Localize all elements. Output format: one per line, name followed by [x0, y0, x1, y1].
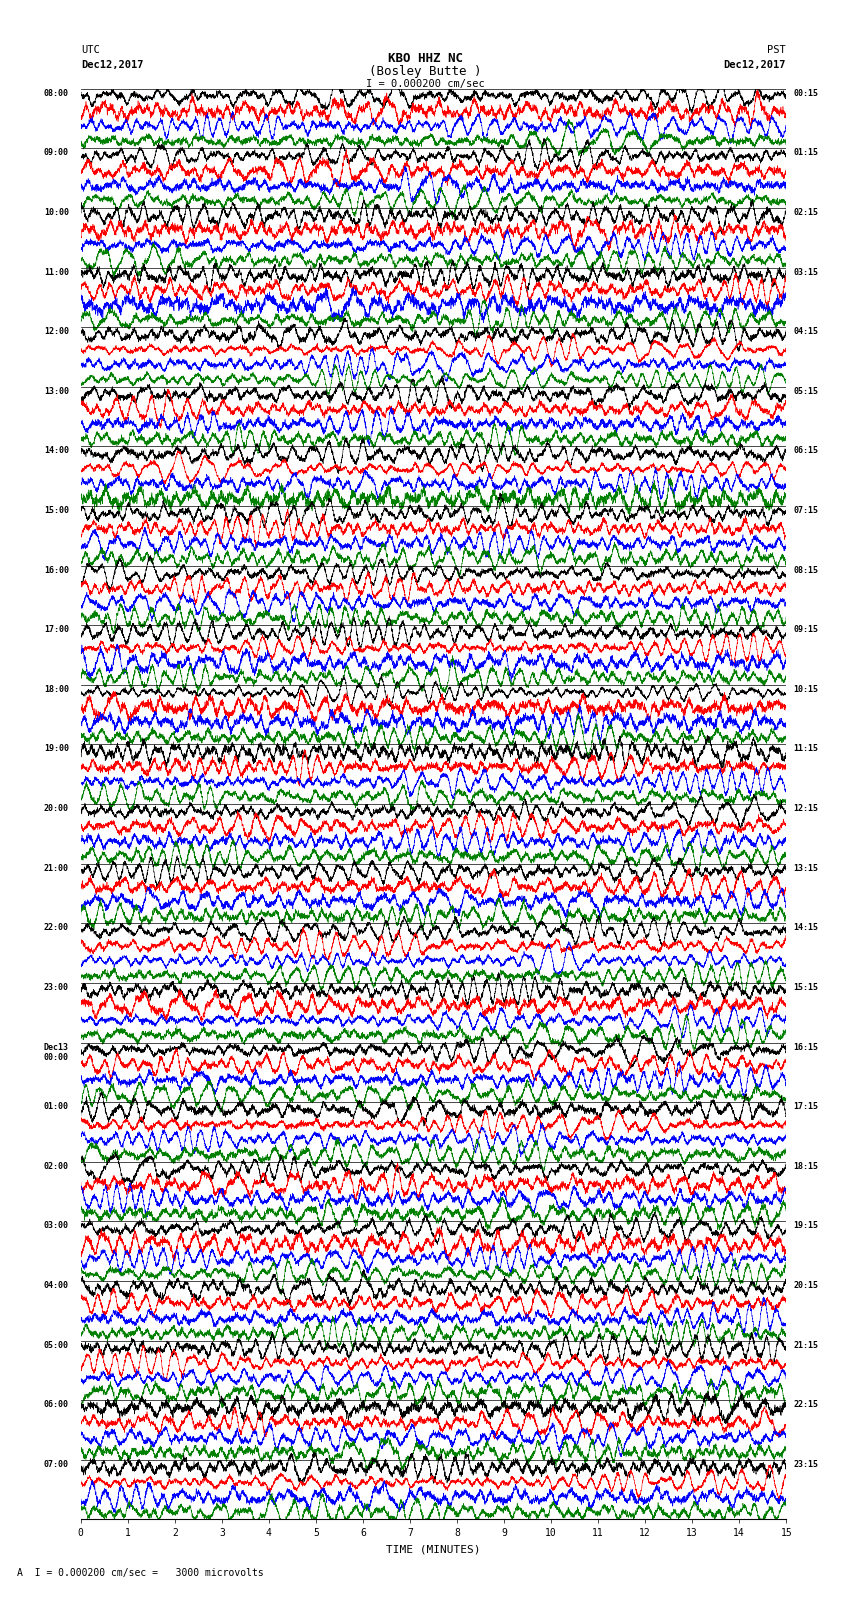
Text: 06:15: 06:15: [793, 447, 819, 455]
Text: 12:00: 12:00: [44, 327, 69, 336]
Text: 05:00: 05:00: [44, 1340, 69, 1350]
X-axis label: TIME (MINUTES): TIME (MINUTES): [386, 1544, 481, 1553]
Text: 12:15: 12:15: [793, 805, 819, 813]
Text: 07:15: 07:15: [793, 506, 819, 515]
Text: 18:00: 18:00: [44, 686, 69, 694]
Text: 10:00: 10:00: [44, 208, 69, 216]
Text: 13:15: 13:15: [793, 863, 819, 873]
Text: 01:00: 01:00: [44, 1102, 69, 1111]
Text: 04:00: 04:00: [44, 1281, 69, 1290]
Text: Dec12,2017: Dec12,2017: [723, 60, 786, 69]
Text: 05:15: 05:15: [793, 387, 819, 395]
Text: 23:00: 23:00: [44, 982, 69, 992]
Text: 18:15: 18:15: [793, 1161, 819, 1171]
Text: 21:15: 21:15: [793, 1340, 819, 1350]
Text: 16:00: 16:00: [44, 566, 69, 574]
Text: 20:15: 20:15: [793, 1281, 819, 1290]
Text: 02:15: 02:15: [793, 208, 819, 216]
Text: 15:15: 15:15: [793, 982, 819, 992]
Text: (Bosley Butte ): (Bosley Butte ): [369, 65, 481, 77]
Text: UTC: UTC: [81, 45, 99, 55]
Text: I = 0.000200 cm/sec: I = 0.000200 cm/sec: [366, 79, 484, 89]
Text: 10:15: 10:15: [793, 686, 819, 694]
Text: 11:15: 11:15: [793, 745, 819, 753]
Text: 22:15: 22:15: [793, 1400, 819, 1410]
Text: 23:15: 23:15: [793, 1460, 819, 1469]
Text: 17:00: 17:00: [44, 626, 69, 634]
Text: 20:00: 20:00: [44, 805, 69, 813]
Text: KBO HHZ NC: KBO HHZ NC: [388, 52, 462, 65]
Text: 11:00: 11:00: [44, 268, 69, 276]
Text: 19:15: 19:15: [793, 1221, 819, 1231]
Text: Dec12,2017: Dec12,2017: [81, 60, 144, 69]
Text: 15:00: 15:00: [44, 506, 69, 515]
Text: 22:00: 22:00: [44, 923, 69, 932]
Text: 19:00: 19:00: [44, 745, 69, 753]
Text: 13:00: 13:00: [44, 387, 69, 395]
Text: 00:15: 00:15: [793, 89, 819, 98]
Text: 09:00: 09:00: [44, 148, 69, 158]
Text: 17:15: 17:15: [793, 1102, 819, 1111]
Text: 04:15: 04:15: [793, 327, 819, 336]
Text: A  I = 0.000200 cm/sec =   3000 microvolts: A I = 0.000200 cm/sec = 3000 microvolts: [17, 1568, 264, 1578]
Text: 21:00: 21:00: [44, 863, 69, 873]
Text: 08:00: 08:00: [44, 89, 69, 98]
Text: PST: PST: [768, 45, 786, 55]
Text: 14:00: 14:00: [44, 447, 69, 455]
Text: 09:15: 09:15: [793, 626, 819, 634]
Text: 03:15: 03:15: [793, 268, 819, 276]
Text: 07:00: 07:00: [44, 1460, 69, 1469]
Text: 06:00: 06:00: [44, 1400, 69, 1410]
Text: 16:15: 16:15: [793, 1042, 819, 1052]
Text: 14:15: 14:15: [793, 923, 819, 932]
Text: 02:00: 02:00: [44, 1161, 69, 1171]
Text: Dec13
00:00: Dec13 00:00: [44, 1042, 69, 1061]
Text: 03:00: 03:00: [44, 1221, 69, 1231]
Text: 08:15: 08:15: [793, 566, 819, 574]
Text: 01:15: 01:15: [793, 148, 819, 158]
